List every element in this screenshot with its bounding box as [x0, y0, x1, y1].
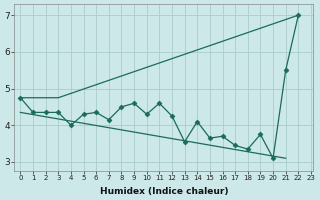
X-axis label: Humidex (Indice chaleur): Humidex (Indice chaleur) [100, 187, 228, 196]
